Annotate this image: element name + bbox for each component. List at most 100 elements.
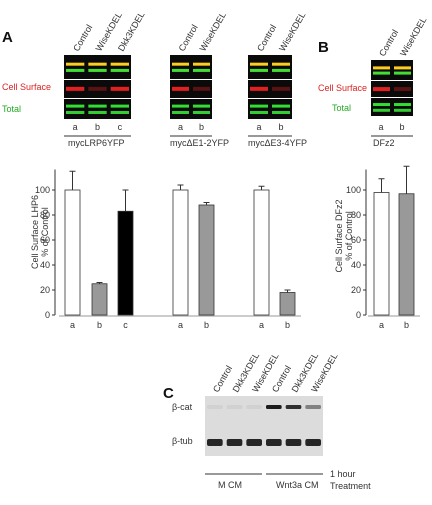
blot-dfz2-merge-background xyxy=(371,60,413,80)
bcat-band xyxy=(246,405,262,409)
blot-dfz2-merge xyxy=(371,60,413,80)
panel-a-total-label: Total xyxy=(2,104,21,114)
lane-letter-de12: b xyxy=(199,122,204,132)
chart-a-ytick-label: 40 xyxy=(40,260,50,270)
blot-lrp6-cell-surface-band xyxy=(66,86,85,91)
blot-lrp6-merge-band xyxy=(110,62,129,66)
panel-b-total-label: Total xyxy=(332,103,351,113)
panel-c-treatment-line2: Treatment xyxy=(330,481,371,491)
blot-dfz2-merge-band xyxy=(394,71,411,75)
bar-chart-a: 0 20 40 60 80 100 a b c a b a b xyxy=(35,169,301,330)
chart-a-ytick-label: 20 xyxy=(40,285,50,295)
blot-dfz2-total-band xyxy=(394,108,411,112)
blot-de12-merge-band xyxy=(172,62,189,66)
blot-de12-cell-surface-band xyxy=(193,86,210,91)
panel-c-film xyxy=(205,396,323,456)
blot-dfz2-merge-band xyxy=(373,66,390,70)
lane-name-dfz2: Control xyxy=(377,28,400,58)
blot-de12-cell-surface-background xyxy=(170,80,212,98)
chart-a-ylabel-line2: % of Control xyxy=(40,207,50,257)
blot-lrp6-total-band xyxy=(66,111,85,114)
chart-b-ytick-label: 0 xyxy=(356,310,361,320)
chart-b-ylabel: Cell Surface DFz2 % of Control xyxy=(334,199,354,272)
chart-a-ylabel-line1: Cell Surface LHP6 xyxy=(30,195,40,269)
blot-dfz2-merge-band xyxy=(373,71,390,75)
btub-band xyxy=(285,439,302,446)
panel-c-btub-label: β-tub xyxy=(172,436,193,446)
chart-b-ytick-label: 20 xyxy=(351,285,361,295)
btub-band xyxy=(226,439,243,446)
chart-a-ytick-label: 80 xyxy=(40,210,50,220)
chart-a-category-label: b xyxy=(204,320,209,330)
chart-b-ytick-label: 100 xyxy=(346,185,361,195)
blot-lrp6-merge-band xyxy=(88,62,107,66)
blot-de34-merge xyxy=(248,55,292,79)
blot-de12-total xyxy=(170,99,212,119)
panel-b-letter: B xyxy=(318,39,329,56)
blot-de12-merge-band xyxy=(193,68,210,72)
blot-de34-merge-background xyxy=(248,55,292,79)
lane-letter-de34: b xyxy=(278,122,283,132)
lane-letter-lrp6: c xyxy=(118,122,123,132)
chart-a-category-label: c xyxy=(123,320,128,330)
btub-band xyxy=(246,439,262,446)
panel-c-bcat-label: β-cat xyxy=(172,402,193,412)
chart-a-bar xyxy=(198,204,215,316)
blot-lrp6-total-band xyxy=(110,104,129,108)
blot-de34-total-background xyxy=(248,99,292,119)
blot-lrp6-total xyxy=(64,99,131,119)
bcat-band xyxy=(266,405,282,409)
chart-a-bar xyxy=(172,189,189,316)
blot-dfz2-total-band xyxy=(394,103,411,107)
blot-de34-total xyxy=(248,99,292,119)
panel-c-condition-wnt3a: Wnt3a CM xyxy=(276,480,319,490)
chart-a-bar xyxy=(64,189,81,316)
blot-de12-merge-background xyxy=(170,55,212,79)
lane-letter-dfz2: a xyxy=(378,122,383,132)
blot-dfz2-cell-surface-band xyxy=(394,87,411,92)
chart-a-bar xyxy=(117,210,134,316)
lane-name-de34: WiseKDEL xyxy=(277,10,307,53)
panel-c-condition-mcm: M CM xyxy=(218,480,242,490)
panel-a-letter: A xyxy=(2,29,13,46)
chart-b-ytick-label: 60 xyxy=(351,235,361,245)
chart-b-bar xyxy=(398,193,415,316)
blot-lrp6-merge xyxy=(64,55,131,79)
construct-label-dfz2: DFz2 xyxy=(373,138,395,148)
bar-chart-b: 0 20 40 60 80 100 a b xyxy=(346,165,420,330)
chart-a-category-label: a xyxy=(70,320,75,330)
btub-band xyxy=(207,439,223,446)
chart-b-ylabel-line2: % of Control xyxy=(344,211,354,261)
chart-a-category-label: b xyxy=(285,320,290,330)
chart-a-ylabel: Cell Surface LHP6 % of Control xyxy=(30,195,50,269)
chart-a-category-label: a xyxy=(259,320,264,330)
blot-de12-merge-band xyxy=(172,68,189,72)
construct-label-de12: mycΔE1-2YFP xyxy=(170,138,229,148)
lane-letter-de34: a xyxy=(256,122,261,132)
blot-dfz2-merge-band xyxy=(394,66,411,70)
chart-a-ytick-label: 0 xyxy=(45,310,50,320)
blot-dfz2-total-band xyxy=(373,103,390,107)
chart-a-ytick-label: 100 xyxy=(35,185,50,195)
lane-letter-lrp6: a xyxy=(73,122,78,132)
blot-lrp6-total-band xyxy=(88,111,107,114)
blot-de34-total-band xyxy=(272,111,290,114)
blot-lrp6-cell-surface-band xyxy=(110,86,129,91)
blot-de34-merge-band xyxy=(250,62,268,66)
blot-lrp6-cell-surface xyxy=(64,80,131,98)
blot-de12-cell-surface-band xyxy=(172,86,189,91)
construct-label-de34: mycΔE3-4YFP xyxy=(248,138,307,148)
panel-c-letter: C xyxy=(163,385,174,402)
blot-lrp6-cell-surface-background xyxy=(64,80,131,98)
blot-dfz2-cell-surface-background xyxy=(371,81,413,97)
blot-de34-total-band xyxy=(272,104,290,108)
panel-b-cell-surface-label: Cell Surface xyxy=(318,83,367,93)
chart-b-ylabel-line1: Cell Surface DFz2 xyxy=(334,199,344,272)
chart-a-bar xyxy=(253,189,270,316)
chart-b-bar xyxy=(373,192,390,316)
bcat-band xyxy=(305,405,321,409)
panel-a-cell-surface-label: Cell Surface xyxy=(2,82,51,92)
panel-c-blot xyxy=(205,396,323,456)
